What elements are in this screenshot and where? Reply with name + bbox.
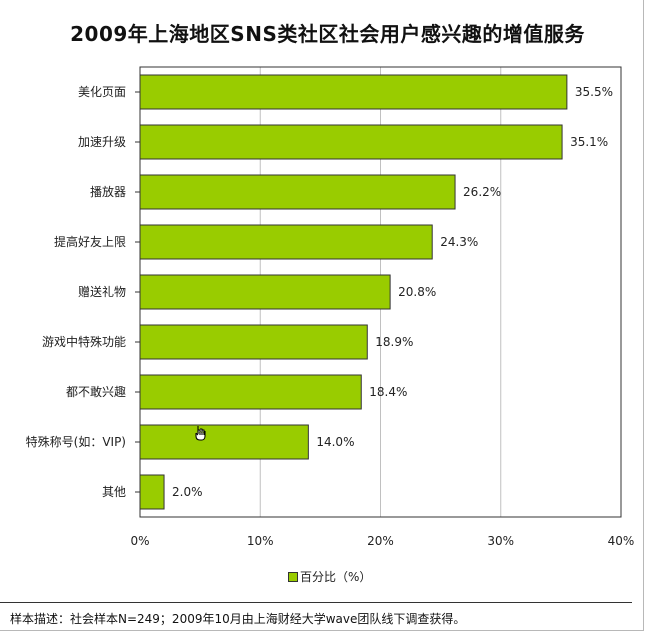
data-label: 26.2% (463, 185, 501, 199)
data-label: 2.0% (172, 485, 203, 499)
data-label: 35.1% (570, 135, 608, 149)
x-tick-label: 30% (487, 534, 514, 548)
chart-title: 2009年上海地区SNS类社区社会用户感兴趣的增值服务 (70, 22, 585, 46)
category-label: 游戏中特殊功能 (42, 334, 126, 349)
data-label: 18.4% (369, 385, 407, 399)
bar (139, 174, 456, 210)
legend-swatch (288, 571, 298, 582)
category-label: 播放器 (90, 184, 126, 199)
x-tick-label: 0% (130, 534, 149, 548)
hand-cursor-icon (195, 426, 206, 441)
x-tick-label: 40% (608, 534, 635, 548)
legend: 百分比（%） (288, 568, 371, 585)
category-label: 都不敢兴趣 (66, 384, 126, 399)
category-label: 美化页面 (78, 85, 126, 99)
sample-note: 样本描述：社会样本N=249；2009年10月由上海财经大学wave团队线下调查… (10, 612, 466, 626)
divider (0, 602, 632, 603)
data-label: 14.0% (316, 435, 354, 449)
bar (139, 124, 563, 160)
bar (139, 424, 309, 460)
legend-label: 百分比（%） (300, 570, 372, 584)
x-tick-label: 20% (367, 534, 394, 548)
data-label: 20.8% (398, 285, 436, 299)
bar (139, 374, 362, 410)
bar-chart: 0% 10% 20% 30% 40% 美化页面 35.5% 加速升级 35.1% 播放器 26.2%… (26, 66, 635, 548)
bar (139, 74, 568, 110)
category-label: 加速升级 (78, 135, 126, 149)
bar (139, 324, 368, 360)
category-label: 提高好友上限 (54, 234, 126, 249)
bar (139, 474, 165, 510)
category-label: 特殊称号(如：VIP) (26, 434, 126, 449)
category-label: 赠送礼物 (78, 284, 126, 299)
bar (139, 224, 433, 260)
data-label: 35.5% (575, 85, 613, 99)
x-tick-label: 10% (247, 534, 274, 548)
data-label: 18.9% (375, 335, 413, 349)
data-label: 24.3% (440, 235, 478, 249)
category-label: 其他 (102, 485, 126, 499)
bar (139, 274, 391, 310)
